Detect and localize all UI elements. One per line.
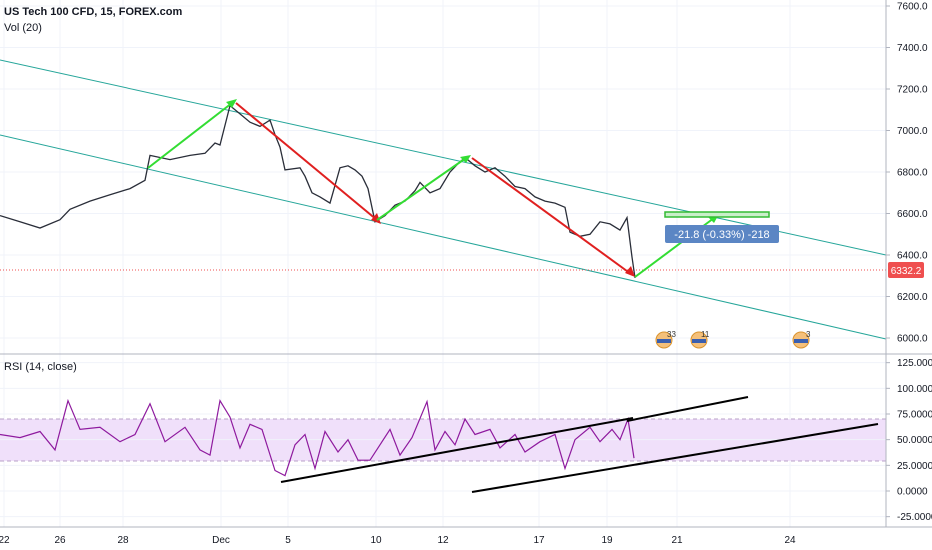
last-price-label-bg <box>888 262 924 278</box>
price-axis-label: 7200.0 <box>897 85 928 96</box>
rsi-trendline-2[interactable] <box>471 423 879 493</box>
down-arrow-2 <box>471 157 632 275</box>
time-axis-label: 5 <box>285 535 291 546</box>
rsi-axis-label: 75.0000 <box>897 409 932 420</box>
price-axis-label: 7400.0 <box>897 43 928 54</box>
rsi-axis-label: -25.0000 <box>897 512 932 523</box>
down-arrow-1 <box>235 102 378 221</box>
time-axis-label: 10 <box>370 535 382 546</box>
event-badge-1: 33 <box>655 330 676 349</box>
price-axis-label: 6200.0 <box>897 292 928 303</box>
price-axis-label: 7600.0 <box>897 2 928 13</box>
time-axis-label: 26 <box>54 535 66 546</box>
rsi-axis[interactable]: 125.0000 100.0000 75.0000 50.0000 25.0000 0.0… <box>886 358 932 523</box>
price-series <box>0 104 636 278</box>
event-badges[interactable]: 33 11 3 <box>655 330 811 349</box>
event-badge-2: 11 <box>690 330 710 349</box>
time-axis-label: 28 <box>117 535 129 546</box>
target-zone-box <box>664 211 770 218</box>
chart-title[interactable]: US Tech 100 CFD, 15, FOREX.com <box>4 6 183 18</box>
time-axis-label: Dec <box>212 535 230 546</box>
time-axis-label: 21 <box>671 535 683 546</box>
event-badge-3-count: 3 <box>806 330 811 339</box>
price-axis-label: 6400.0 <box>897 251 928 262</box>
up-arrow-2-head <box>460 155 471 163</box>
time-axis-label: 12 <box>437 535 449 546</box>
price-axis-label: 7000.0 <box>897 126 928 137</box>
price-axis-label: 6000.0 <box>897 334 928 345</box>
rsi-panel[interactable] <box>0 362 886 518</box>
channel-upper-line[interactable] <box>0 59 887 256</box>
up-arrow-1 <box>147 102 233 169</box>
time-axis-label: 17 <box>533 535 545 546</box>
rsi-axis-label: 125.0000 <box>897 358 932 369</box>
down-arrow-2-head <box>625 266 635 277</box>
rsi-series <box>0 398 635 477</box>
price-axis-label: 6600.0 <box>897 209 928 220</box>
rsi-trendline-3[interactable] <box>626 396 749 422</box>
volume-indicator-label[interactable]: Vol (20) <box>4 22 42 34</box>
event-badge-2-count: 11 <box>701 330 710 339</box>
rsi-axis-label: 50.0000 <box>897 435 932 446</box>
price-line <box>0 104 636 278</box>
event-badge-3: 3 <box>792 330 811 349</box>
rsi-indicator-label[interactable]: RSI (14, close) <box>4 361 77 373</box>
rsi-trendline-1[interactable] <box>280 417 634 483</box>
rsi-axis-label: 100.0000 <box>897 384 932 395</box>
rsi-grid <box>0 362 886 518</box>
time-axis[interactable]: 22 26 28 Dec 5 10 12 17 19 21 24 <box>0 535 796 546</box>
target-zone[interactable] <box>664 211 770 218</box>
up-arrow-1-head <box>226 99 237 108</box>
price-axis-label: 6800.0 <box>897 168 928 179</box>
price-axis[interactable]: 7600.0 7400.0 7200.0 7000.0 6800.0 6600.0 6400… <box>886 2 928 345</box>
time-axis-label: 24 <box>784 535 796 546</box>
up-arrow-2 <box>376 157 467 221</box>
time-axis-label: 19 <box>601 535 613 546</box>
measure-label[interactable]: -21.8 (-0.33%) -218 <box>665 225 779 243</box>
event-badge-1-count: 33 <box>667 330 676 339</box>
rsi-line <box>0 398 635 477</box>
measure-label-text: -21.8 (-0.33%) -218 <box>674 229 769 241</box>
time-axis-label: 22 <box>0 535 10 546</box>
rsi-axis-label: 25.0000 <box>897 461 932 472</box>
arrow-drawings[interactable] <box>147 99 719 278</box>
measure-label-bg <box>665 225 779 243</box>
down-arrow-1-head <box>371 213 381 224</box>
last-price-label: 6332.2 <box>891 266 922 277</box>
rsi-axis-label: 0.0000 <box>897 487 928 498</box>
